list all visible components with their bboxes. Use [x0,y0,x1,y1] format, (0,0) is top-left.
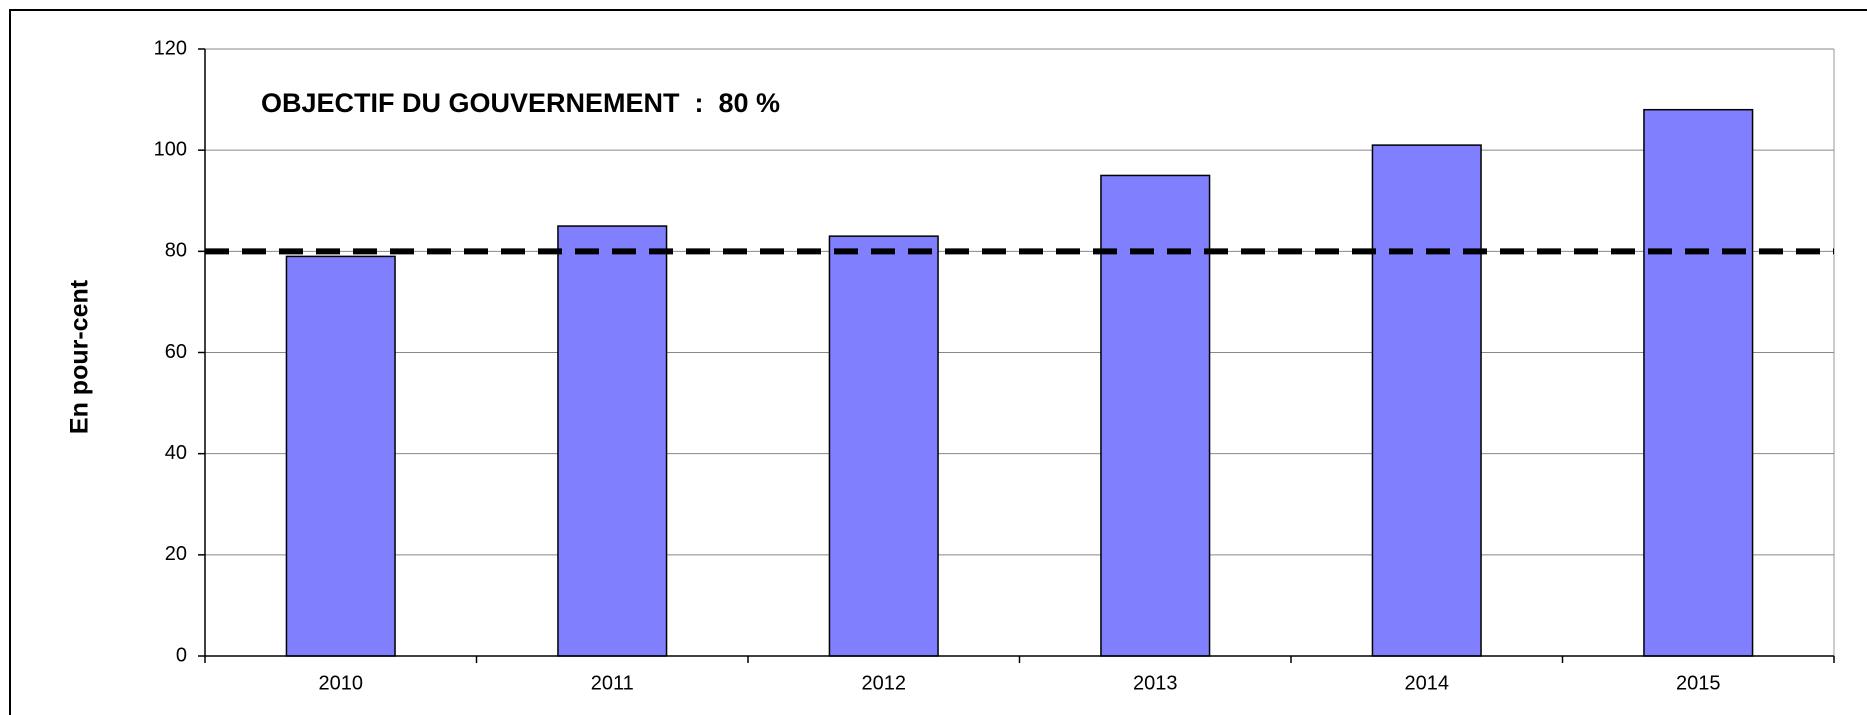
bar [1371,144,1482,657]
y-tick-label: 20 [165,543,187,565]
bar [1100,174,1211,657]
y-tick-label: 60 [165,341,187,363]
x-tick-label: 2011 [591,672,634,694]
bar [1643,108,1754,657]
y-tick-label: 100 [154,138,187,160]
x-tick-label: 2014 [1405,672,1450,694]
y-axis-label: En pour-cent [66,279,94,434]
chart-border [9,9,1867,715]
bar [285,255,396,657]
y-tick-label: 120 [154,37,187,59]
y-tick-label: 80 [165,240,187,262]
x-tick-label: 2010 [319,672,364,694]
y-tick-label: 0 [176,644,187,666]
bar [828,235,939,657]
bar [557,225,668,657]
x-tick-label: 2013 [1133,672,1178,694]
annotation: OBJECTIF DU GOUVERNEMENT : 80 % [261,88,780,118]
x-tick-label: 2012 [862,672,907,694]
y-tick-label: 40 [165,442,187,464]
x-tick-label: 2015 [1676,672,1721,694]
